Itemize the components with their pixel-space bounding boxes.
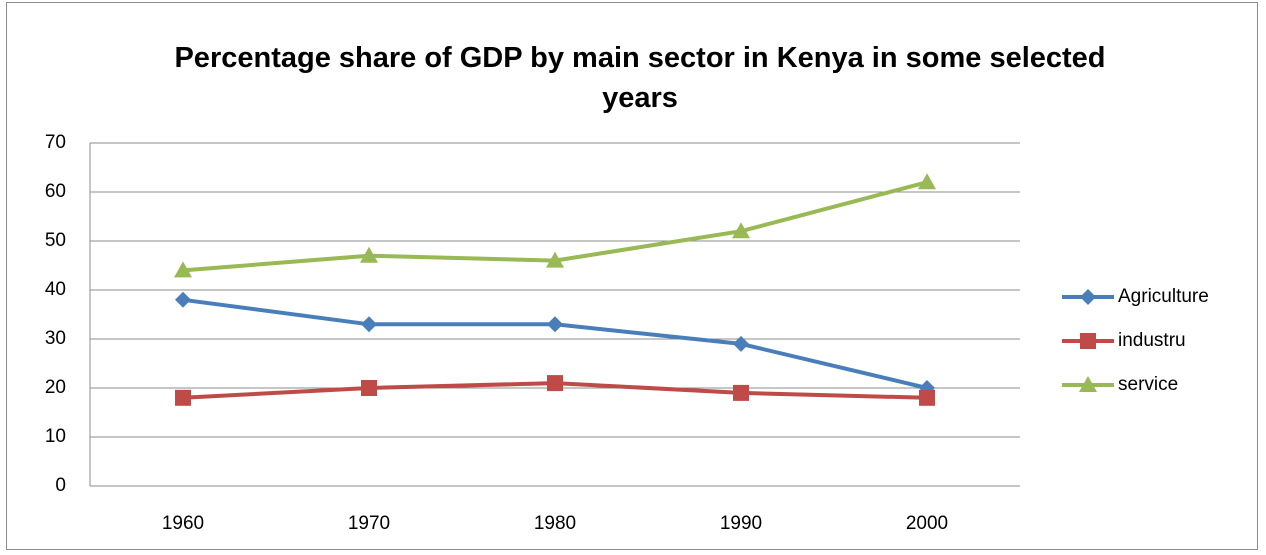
marker <box>733 335 749 352</box>
y-tick-label: 60 <box>45 181 66 202</box>
legend-label: Agriculture <box>1118 286 1209 307</box>
chart-title: Percentage share of GDP by main sector i… <box>174 42 1106 114</box>
marker <box>732 222 750 239</box>
x-tick-label: 1960 <box>162 513 204 534</box>
marker <box>175 291 191 308</box>
marker <box>1080 333 1096 349</box>
x-tick-label: 1980 <box>534 513 576 534</box>
marker <box>175 389 191 406</box>
y-tick-label: 20 <box>45 377 66 398</box>
marker <box>918 173 936 190</box>
marker <box>546 251 564 268</box>
marker <box>360 246 378 263</box>
y-tick-label: 30 <box>45 328 66 349</box>
marker <box>361 316 377 333</box>
marker <box>547 316 563 333</box>
x-tick-label: 2000 <box>906 513 948 534</box>
marker <box>1080 289 1096 305</box>
x-tick-label: 1970 <box>348 513 390 534</box>
y-tick-label: 70 <box>45 132 66 153</box>
legend-label: service <box>1118 374 1178 395</box>
y-tick-label: 0 <box>55 475 66 496</box>
marker <box>547 375 563 392</box>
y-tick-label: 10 <box>45 426 66 447</box>
y-tick-label: 40 <box>45 279 66 300</box>
marker <box>919 389 935 406</box>
marker <box>361 380 377 396</box>
chart-border <box>6 2 1258 550</box>
y-tick-label: 50 <box>45 230 66 251</box>
x-tick-label: 1990 <box>720 513 762 534</box>
marker <box>174 261 192 278</box>
marker <box>1079 376 1097 392</box>
series-line <box>182 297 928 390</box>
marker <box>733 384 749 401</box>
legend-label: industru <box>1118 330 1186 351</box>
